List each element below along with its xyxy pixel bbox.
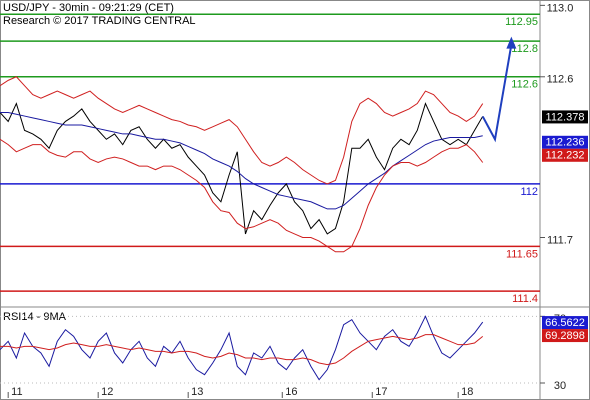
level-label: 112 bbox=[520, 186, 538, 198]
chart-title: USD/JPY - 30min - 09:21:29 (CET) bbox=[3, 2, 174, 14]
x-tick-label: 17 bbox=[375, 386, 387, 398]
x-tick-label: 11 bbox=[11, 386, 22, 398]
value-box bbox=[542, 148, 588, 162]
value-box bbox=[542, 316, 588, 330]
x-tick-label: 18 bbox=[461, 386, 473, 398]
forecast-arrow bbox=[506, 36, 517, 49]
x-tick-label: 16 bbox=[285, 386, 297, 398]
level-label: 111.4 bbox=[512, 293, 538, 305]
level-label: 112.6 bbox=[511, 79, 538, 91]
value-box-label: 69.2898 bbox=[545, 330, 585, 342]
series-line bbox=[0, 76, 484, 185]
value-box bbox=[542, 135, 588, 149]
rsi-title: RSI14 - 9MA bbox=[3, 311, 67, 323]
y-tick-label: 112.6 bbox=[547, 74, 574, 86]
series-line bbox=[0, 315, 484, 381]
x-tick-label: 13 bbox=[191, 386, 203, 398]
level-label: 112.8 bbox=[511, 43, 538, 55]
y-tick-label: 30 bbox=[554, 380, 566, 392]
y-tick-label: 113.0 bbox=[547, 2, 574, 14]
level-label: 111.65 bbox=[506, 248, 538, 260]
series-line bbox=[0, 334, 484, 366]
x-tick-label: 12 bbox=[101, 386, 113, 398]
level-label: 112.95 bbox=[505, 16, 538, 28]
value-box-label: 112.232 bbox=[546, 150, 585, 162]
series-line bbox=[0, 138, 484, 253]
value-box-label: 66.5622 bbox=[545, 317, 585, 329]
series-line bbox=[0, 102, 484, 235]
value-box-label: 112.378 bbox=[546, 111, 585, 123]
value-box-label: 112.236 bbox=[546, 137, 585, 149]
chart-subtitle: Research © 2017 TRADING CENTRAL bbox=[3, 15, 196, 27]
forecast-line bbox=[481, 44, 513, 143]
value-box bbox=[542, 110, 588, 124]
series-line bbox=[0, 112, 483, 210]
y-tick-label: 111.7 bbox=[547, 234, 573, 246]
value-box bbox=[542, 329, 588, 343]
